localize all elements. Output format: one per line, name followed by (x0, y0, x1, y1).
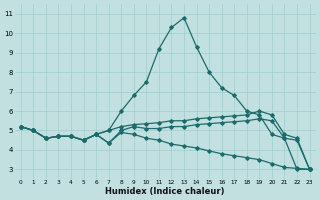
X-axis label: Humidex (Indice chaleur): Humidex (Indice chaleur) (106, 187, 225, 196)
